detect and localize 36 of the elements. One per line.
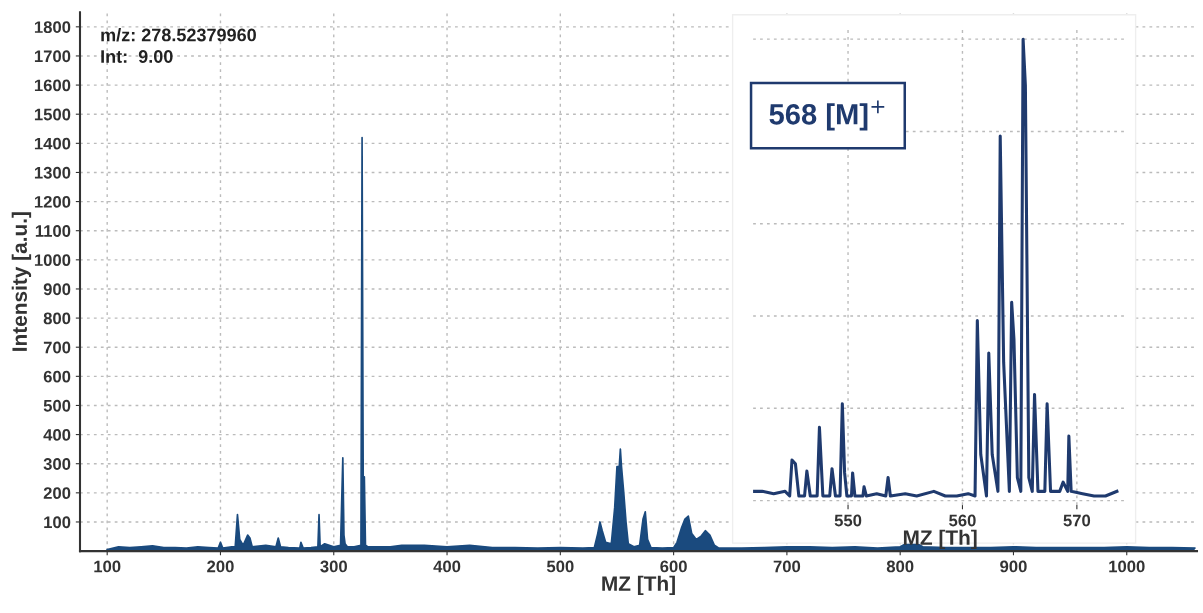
y-tick-label: 1600 [34, 79, 71, 92]
x-tick-label: 600 [660, 560, 687, 573]
y-axis-title: Intensity [a.u.] [11, 212, 32, 351]
x-tick-label: 100 [94, 560, 121, 573]
x-tick-label: 570 [1063, 514, 1091, 527]
y-tick-label: 500 [43, 399, 71, 412]
y-tick-label: 800 [43, 312, 71, 325]
x-tick-label: 900 [1000, 560, 1027, 573]
y-tick-label: 700 [43, 341, 71, 354]
x-tick-label: 550 [834, 514, 862, 527]
y-tick-label: 1000 [34, 254, 71, 267]
y-tick-label: 200 [43, 487, 71, 500]
y-tick-label: 400 [43, 428, 71, 441]
annotation: m/z: 278.52379960 [101, 28, 256, 42]
x-tick-label: 700 [773, 560, 801, 573]
x-axis-title: MZ [Th] [903, 529, 977, 550]
y-tick-label: 900 [43, 283, 71, 296]
x-tick-label: 800 [886, 560, 914, 573]
x-axis-title: MZ [Th] [602, 575, 675, 596]
y-tick-label: 300 [43, 458, 71, 470]
x-tick-label: 1000 [1109, 560, 1145, 573]
annotation: 568 [M]$^{+}$ [769, 100, 885, 131]
x-tick-label: 300 [320, 560, 347, 573]
x-tick-label: 500 [546, 560, 574, 573]
y-tick-label: 1500 [34, 108, 71, 121]
x-tick-label: 200 [207, 560, 234, 573]
y-tick-label: 1700 [34, 50, 71, 63]
y-tick-label: 1300 [34, 166, 71, 179]
annotation: Int: 9.00 [101, 50, 173, 63]
y-tick-label: 1400 [34, 137, 71, 150]
y-tick-label: 1100 [35, 225, 71, 237]
y-tick-label: 600 [43, 370, 71, 383]
x-tick-label: 400 [433, 560, 461, 573]
y-tick-label: 1800 [34, 21, 71, 34]
x-tick-label: 560 [949, 514, 976, 527]
y-tick-label: 1200 [34, 195, 71, 208]
